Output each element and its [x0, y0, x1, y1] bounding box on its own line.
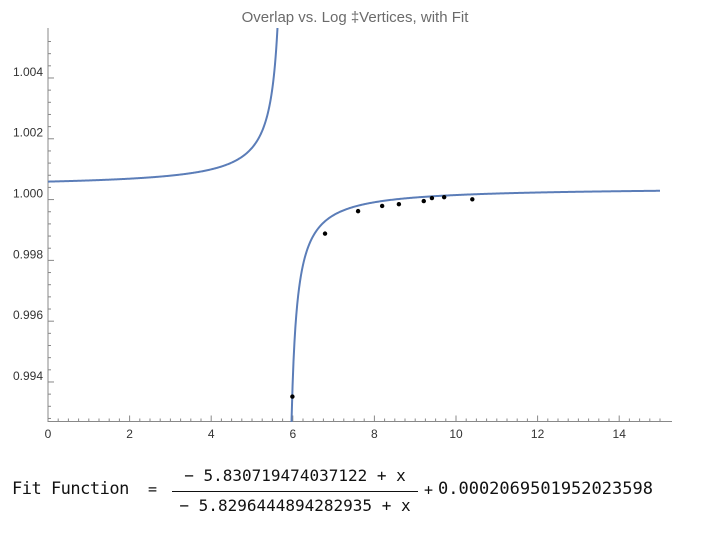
- equals-sign: =: [148, 480, 158, 498]
- data-point: [396, 201, 402, 207]
- fit-curve-layer: [48, 28, 661, 422]
- chart-title: Overlap vs. Log ‡Vertices, with Fit: [242, 9, 470, 26]
- x-tick-label: 10: [449, 427, 463, 441]
- fit-function-label: Fit Function: [12, 479, 129, 499]
- data-point: [470, 197, 475, 202]
- x-ticks: 0 2 4 6 8 10 12 14: [45, 415, 661, 441]
- y-tick-label: 1.000: [13, 187, 43, 201]
- data-point: [441, 194, 447, 200]
- y-tick-label: 0.998: [13, 247, 43, 261]
- fraction-numerator: − 5.830719474037122 + x: [184, 466, 406, 485]
- x-tick-label: 2: [126, 427, 133, 441]
- fit-function-formula: Fit Function = − 5.830719474037122 + x −…: [12, 462, 702, 522]
- fit-curve-right-branch: [290, 189, 661, 422]
- fit-chart: Overlap vs. Log ‡Vertices, with Fit 0 2 4 6…: [13, 9, 672, 441]
- fraction: − 5.830719474037122 + x − 5.829644489428…: [170, 462, 420, 522]
- fit-curve-left-branch: [48, 28, 279, 183]
- data-point: [379, 203, 385, 209]
- plus-sign: +: [424, 481, 434, 499]
- y-tick-label: 0.996: [13, 308, 43, 322]
- x-tick-label: 0: [45, 427, 52, 441]
- data-point: [421, 198, 426, 204]
- fit-constant: 0.0002069501952023598: [438, 479, 653, 499]
- data-points: [290, 194, 475, 399]
- fraction-bar: [172, 491, 418, 492]
- y-tick-label: 1.002: [13, 126, 43, 140]
- x-tick-label: 12: [531, 427, 545, 441]
- data-point: [355, 208, 361, 214]
- y-tick-label: 1.004: [13, 65, 43, 79]
- y-tick-label: 0.994: [13, 369, 43, 383]
- data-point: [322, 231, 328, 236]
- data-point: [290, 394, 295, 399]
- x-tick-label: 6: [289, 427, 296, 441]
- y-ticks: 0.994 0.996 0.998 1.000 1.002 1.004: [13, 41, 54, 419]
- x-tick-label: 14: [613, 427, 627, 441]
- fraction-denominator: − 5.8296444894282935 + x: [179, 496, 411, 515]
- x-tick-label: 4: [208, 427, 215, 441]
- x-tick-label: 8: [371, 427, 378, 441]
- data-point: [429, 195, 435, 201]
